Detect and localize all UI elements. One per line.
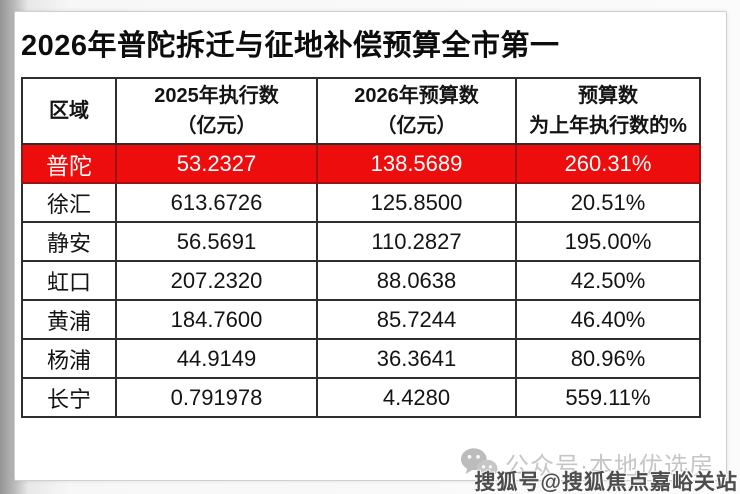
table-row: 长宁 0.791978 4.4280 559.11% xyxy=(21,377,701,418)
district-cell: 杨浦 xyxy=(21,338,117,379)
table-row: 徐汇 613.6726 125.8500 20.51% xyxy=(21,182,701,223)
district-cell: 虹口 xyxy=(21,260,117,301)
ratio-cell: 42.50% xyxy=(515,260,701,301)
column-header-budget-2026: 2026年预算数 （亿元） xyxy=(316,77,517,145)
header-ratio-line1: 预算数 xyxy=(578,85,638,107)
header-budget-line2: （亿元） xyxy=(376,115,457,137)
budget-2026-cell: 125.8500 xyxy=(316,182,517,223)
table-row: 静安 56.5691 110.2827 195.00% xyxy=(21,221,701,262)
wechat-icon xyxy=(460,448,498,480)
budget-2026-cell: 4.4280 xyxy=(316,377,517,418)
table-row-putuo-highlighted: 普陀 53.2327 138.5689 260.31% xyxy=(21,143,701,184)
district-cell: 黄浦 xyxy=(21,299,117,340)
page-title: 2026年普陀拆迁与征地补偿预算全市第一 xyxy=(21,30,560,62)
wechat-watermark-label: 公众号·本地优选房 xyxy=(505,453,714,480)
budget-2026-cell: 85.7244 xyxy=(316,299,517,340)
budget-2026-cell: 138.5689 xyxy=(316,143,517,184)
budget-2026-cell: 36.3641 xyxy=(316,338,517,379)
header-exec-line1: 2025年执行数 xyxy=(154,85,279,107)
exec-2025-cell: 56.5691 xyxy=(115,221,318,262)
ratio-cell: 260.31% xyxy=(515,143,701,184)
district-cell: 静安 xyxy=(21,221,117,262)
header-row: 区域 2025年执行数 （亿元） 2026年预算数 （亿元） 预算数 为上年执行… xyxy=(21,77,701,145)
table-row: 杨浦 44.9149 36.3641 80.96% xyxy=(21,338,701,379)
header-ratio-line2: 为上年执行数的% xyxy=(529,115,687,137)
column-header-exec-2025: 2025年执行数 （亿元） xyxy=(115,77,318,145)
header-budget-line1: 2026年预算数 xyxy=(354,85,479,107)
budget-table: 区域 2025年执行数 （亿元） 2026年预算数 （亿元） 预算数 为上年执行… xyxy=(21,77,701,418)
district-cell: 长宁 xyxy=(21,377,117,418)
budget-2026-cell: 88.0638 xyxy=(316,260,517,301)
exec-2025-cell: 53.2327 xyxy=(115,143,318,184)
exec-2025-cell: 0.791978 xyxy=(115,377,318,418)
ratio-cell: 46.40% xyxy=(515,299,701,340)
wechat-watermark: 公众号·本地优选房 xyxy=(460,446,714,481)
ratio-cell: 559.11% xyxy=(515,377,701,418)
header-exec-line2: （亿元） xyxy=(176,115,257,137)
district-cell: 徐汇 xyxy=(21,182,117,223)
table-row: 虹口 207.2320 88.0638 42.50% xyxy=(21,260,701,301)
budget-2026-cell: 110.2827 xyxy=(316,221,517,262)
exec-2025-cell: 613.6726 xyxy=(115,182,318,223)
table-row: 黄浦 184.7600 85.7244 46.40% xyxy=(21,299,701,340)
sohu-watermark-label: 搜狐号@搜狐焦点嘉峪关站 xyxy=(474,471,738,494)
header-region-label: 区域 xyxy=(49,100,89,122)
exec-2025-cell: 184.7600 xyxy=(115,299,318,340)
exec-2025-cell: 207.2320 xyxy=(115,260,318,301)
district-cell: 普陀 xyxy=(21,143,117,184)
ratio-cell: 20.51% xyxy=(515,182,701,223)
exec-2025-cell: 44.9149 xyxy=(115,338,318,379)
ratio-cell: 195.00% xyxy=(515,221,701,262)
ratio-cell: 80.96% xyxy=(515,338,701,379)
column-header-ratio: 预算数 为上年执行数的% xyxy=(515,77,701,145)
column-header-region: 区域 xyxy=(21,77,117,145)
